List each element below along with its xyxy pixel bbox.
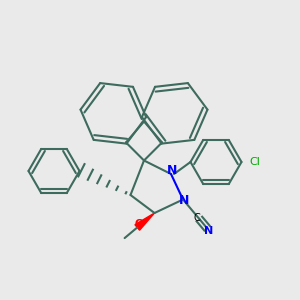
Text: O: O [134,220,143,230]
Polygon shape [135,213,154,230]
Text: N: N [204,226,213,236]
Text: N: N [179,194,190,208]
Text: Cl: Cl [249,157,260,167]
Text: C: C [193,212,200,223]
Text: N: N [167,164,178,178]
